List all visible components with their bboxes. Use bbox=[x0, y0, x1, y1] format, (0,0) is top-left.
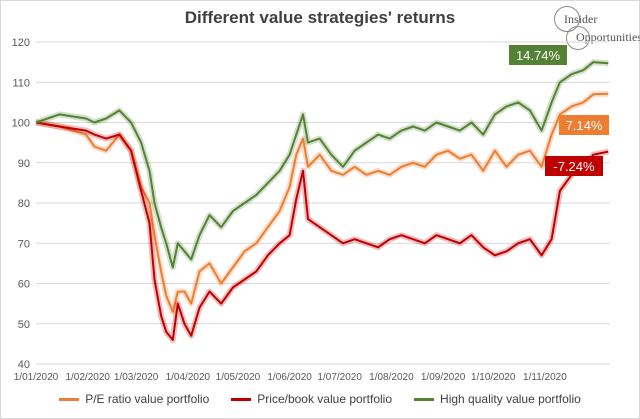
legend-item: High quality value portfolio bbox=[414, 392, 581, 406]
end-label-box bbox=[559, 115, 609, 135]
legend-item: Price/book value portfolio bbox=[231, 392, 392, 406]
end-label-box bbox=[509, 45, 567, 65]
legend-swatch bbox=[59, 397, 80, 401]
x-tick-label: 1/04/2020 bbox=[166, 372, 211, 383]
x-tick-label: 1/05/2020 bbox=[216, 372, 261, 383]
insider-opportunities-logo: Insider Opportunities bbox=[550, 4, 640, 54]
x-tick-label: 1/01/2020 bbox=[14, 372, 59, 383]
legend-item: P/E ratio value portfolio bbox=[59, 392, 209, 406]
y-tick-label: 60 bbox=[18, 279, 30, 291]
series-glow bbox=[35, 59, 609, 271]
x-tick-label: 1/09/2020 bbox=[421, 372, 466, 383]
logo-ring-bottom bbox=[566, 26, 590, 50]
series-line bbox=[35, 92, 609, 313]
logo-text-opportunities: Opportunities bbox=[576, 30, 640, 44]
end-value-label: -7.24% bbox=[553, 159, 595, 174]
legend-label: High quality value portfolio bbox=[440, 392, 581, 406]
logo-text-insider: Insider bbox=[564, 12, 598, 26]
series-line bbox=[35, 121, 609, 341]
x-tick-label: 1/07/2020 bbox=[317, 372, 362, 383]
end-label-box bbox=[545, 156, 603, 176]
y-tick-label: 90 bbox=[18, 158, 30, 170]
y-tick-label: 110 bbox=[12, 77, 30, 89]
y-tick-label: 50 bbox=[18, 319, 30, 331]
x-tick-label: 1/06/2020 bbox=[267, 372, 312, 383]
y-tick-label: 100 bbox=[12, 118, 30, 130]
x-tick-label: 1/08/2020 bbox=[369, 372, 414, 383]
x-tick-label: 1/11/2020 bbox=[523, 372, 567, 383]
legend-swatch bbox=[414, 397, 435, 401]
y-tick-label: 40 bbox=[18, 359, 30, 371]
chart-title: Different value strategies' returns bbox=[184, 8, 456, 27]
chart-legend: P/E ratio value portfolio Price/book valu… bbox=[0, 392, 640, 406]
legend-swatch bbox=[231, 397, 252, 401]
series-line bbox=[35, 61, 609, 269]
end-value-label: 7.14% bbox=[566, 118, 603, 133]
x-tick-label: 1/10/2020 bbox=[471, 372, 516, 383]
y-tick-label: 70 bbox=[18, 238, 30, 250]
x-tick-label: 1/03/2020 bbox=[114, 372, 159, 383]
legend-label: Price/book value portfolio bbox=[257, 392, 393, 406]
y-tick-label: 80 bbox=[18, 198, 30, 210]
y-tick-label: 120 bbox=[12, 37, 30, 49]
x-tick-label: 1/02/2020 bbox=[65, 372, 110, 383]
legend-label: P/E ratio value portfolio bbox=[85, 392, 210, 406]
end-value-label: 14.74% bbox=[516, 48, 561, 63]
